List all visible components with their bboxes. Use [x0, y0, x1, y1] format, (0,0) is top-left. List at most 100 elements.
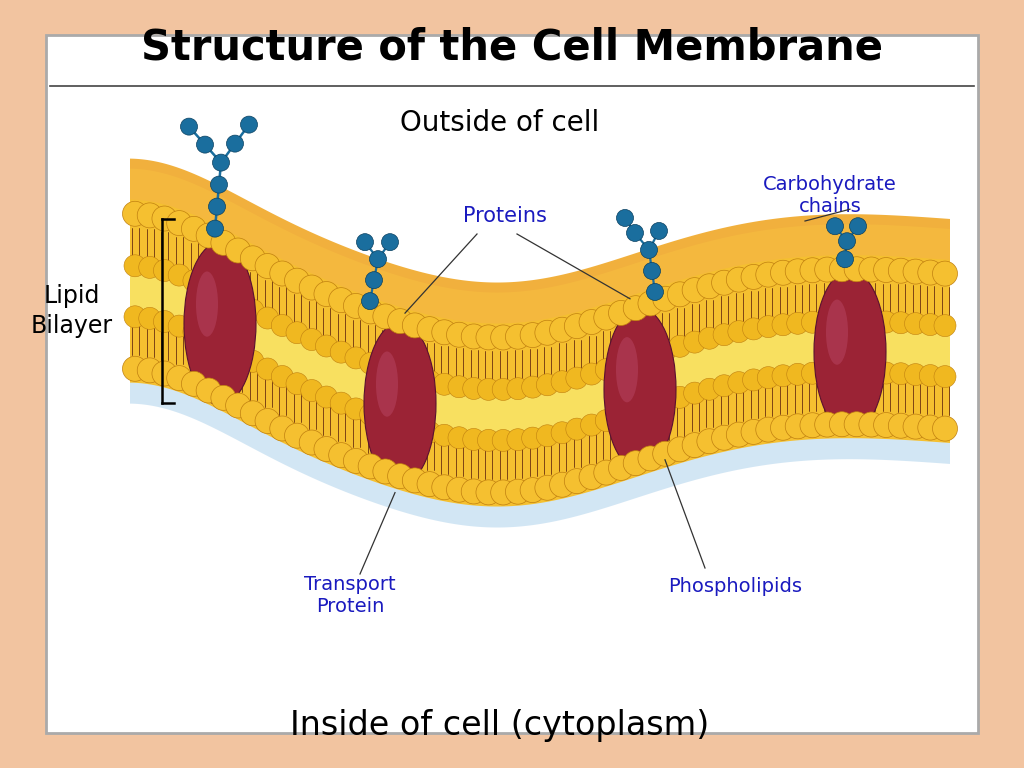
Circle shape [839, 233, 855, 250]
Circle shape [183, 321, 205, 343]
Circle shape [432, 475, 457, 500]
Circle shape [197, 136, 213, 153]
Circle shape [652, 286, 678, 311]
Circle shape [920, 365, 941, 386]
Circle shape [756, 262, 780, 287]
Circle shape [650, 223, 668, 240]
Circle shape [477, 379, 500, 400]
Circle shape [257, 307, 279, 329]
Circle shape [358, 454, 383, 479]
Circle shape [463, 429, 484, 451]
Circle shape [197, 223, 221, 248]
Circle shape [382, 233, 398, 250]
Circle shape [594, 460, 618, 485]
Circle shape [873, 412, 899, 438]
Circle shape [225, 393, 251, 418]
Circle shape [476, 480, 501, 505]
Circle shape [652, 442, 678, 466]
Circle shape [537, 374, 558, 396]
Circle shape [198, 276, 219, 299]
Circle shape [826, 217, 844, 235]
Circle shape [255, 409, 280, 433]
Circle shape [786, 363, 809, 386]
Circle shape [890, 312, 911, 334]
Circle shape [933, 416, 957, 441]
Circle shape [684, 382, 706, 404]
Circle shape [343, 293, 369, 319]
Circle shape [933, 261, 957, 286]
Circle shape [269, 416, 295, 441]
Circle shape [934, 366, 956, 388]
Circle shape [207, 220, 223, 237]
Circle shape [654, 339, 676, 362]
Circle shape [904, 313, 927, 335]
Polygon shape [130, 266, 950, 441]
Circle shape [712, 270, 736, 295]
Circle shape [225, 238, 251, 263]
Circle shape [366, 272, 383, 289]
Text: Outside of cell: Outside of cell [400, 109, 600, 137]
Circle shape [329, 288, 353, 313]
Circle shape [934, 315, 956, 336]
Circle shape [682, 277, 708, 303]
Circle shape [850, 217, 866, 235]
Circle shape [477, 429, 500, 452]
Text: Transport
Protein: Transport Protein [304, 575, 396, 617]
Circle shape [742, 318, 765, 340]
Circle shape [521, 376, 544, 398]
Polygon shape [130, 200, 950, 389]
Circle shape [697, 429, 722, 454]
Circle shape [785, 259, 810, 284]
Ellipse shape [814, 270, 886, 433]
Circle shape [758, 316, 779, 338]
Circle shape [550, 472, 574, 497]
Circle shape [490, 480, 516, 505]
Circle shape [550, 317, 574, 343]
Circle shape [770, 260, 796, 285]
Circle shape [370, 250, 386, 267]
Circle shape [800, 258, 825, 283]
Circle shape [315, 386, 338, 408]
Circle shape [816, 310, 839, 333]
Circle shape [417, 472, 442, 497]
Circle shape [668, 282, 692, 306]
Circle shape [211, 386, 236, 410]
Circle shape [241, 116, 257, 133]
Circle shape [846, 361, 867, 383]
Circle shape [815, 412, 840, 437]
Circle shape [299, 275, 325, 300]
Circle shape [669, 386, 691, 409]
Circle shape [242, 300, 264, 321]
Circle shape [506, 479, 530, 504]
Circle shape [640, 241, 657, 259]
Circle shape [785, 414, 810, 439]
Circle shape [257, 358, 279, 380]
Circle shape [639, 396, 662, 418]
Circle shape [728, 320, 750, 343]
Polygon shape [130, 369, 950, 528]
Circle shape [646, 283, 664, 300]
Circle shape [888, 258, 913, 283]
Circle shape [566, 418, 588, 440]
Circle shape [403, 417, 426, 439]
Circle shape [137, 358, 162, 383]
Circle shape [227, 292, 249, 313]
Circle shape [669, 336, 691, 357]
Circle shape [506, 324, 530, 349]
Circle shape [446, 477, 471, 502]
Circle shape [490, 325, 516, 350]
Circle shape [579, 465, 604, 489]
Circle shape [638, 446, 663, 471]
Circle shape [625, 349, 647, 371]
Circle shape [461, 479, 486, 504]
Text: Inside of cell (cytoplasm): Inside of cell (cytoplasm) [291, 710, 710, 743]
Circle shape [698, 327, 720, 349]
Circle shape [315, 335, 338, 357]
Circle shape [432, 319, 457, 345]
Circle shape [449, 376, 470, 398]
Circle shape [461, 324, 486, 349]
Circle shape [242, 350, 264, 372]
Ellipse shape [826, 300, 848, 365]
Circle shape [255, 253, 280, 279]
Circle shape [226, 135, 244, 152]
